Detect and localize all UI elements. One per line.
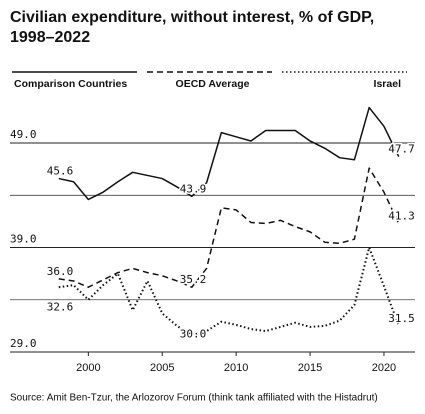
y-tick-label: 49.0 — [10, 128, 37, 141]
y-tick-label: 39.0 — [10, 233, 37, 246]
x-tick-label: 2005 — [150, 362, 174, 374]
series-line — [58, 246, 400, 337]
annotation: 31.5 — [388, 312, 415, 325]
annotation: 30.0 — [180, 328, 207, 341]
annotation: 41.3 — [388, 210, 415, 223]
annotation: 43.9 — [180, 182, 207, 195]
source: Source: Amit Ben-Tzur, the Arlozorov For… — [10, 393, 378, 404]
annotation: 35.2 — [180, 273, 207, 286]
series-line — [58, 167, 400, 288]
annotation: 32.6 — [47, 300, 74, 313]
annotation: 47.7 — [388, 143, 415, 156]
legend-label: OECD Average — [176, 78, 250, 90]
series-line — [58, 106, 400, 201]
x-tick-label: 2010 — [224, 362, 248, 374]
x-tick-label: 2015 — [298, 362, 322, 374]
annotation: 45.6 — [47, 165, 74, 178]
chart-title: Civilian expenditure, without interest, … — [10, 9, 374, 46]
x-tick-label: 2020 — [372, 362, 396, 374]
legend-label: Israel — [374, 78, 402, 90]
legend-label: Comparison Countries — [14, 78, 127, 90]
y-tick-label: 29.0 — [10, 337, 37, 350]
x-tick-label: 2000 — [76, 362, 100, 374]
annotation: 36.0 — [47, 265, 74, 278]
